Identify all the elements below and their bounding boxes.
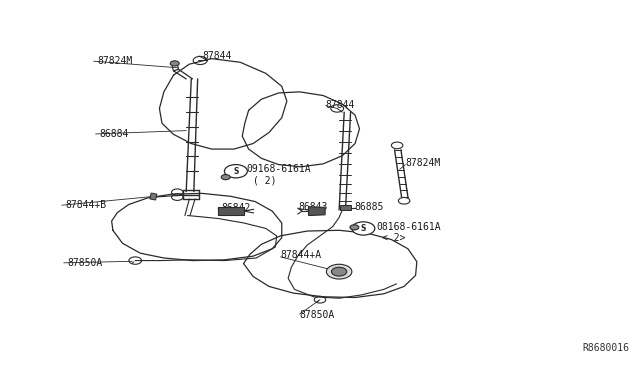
Text: 09168-6161A: 09168-6161A: [246, 164, 310, 174]
Text: 08168-6161A: 08168-6161A: [376, 222, 441, 232]
Text: 87824M: 87824M: [97, 56, 132, 66]
Text: ( 2): ( 2): [253, 175, 276, 185]
Polygon shape: [308, 207, 325, 215]
Text: 86885: 86885: [355, 202, 384, 212]
Text: R8680016: R8680016: [582, 343, 629, 353]
Polygon shape: [340, 205, 351, 210]
Text: 87824M: 87824M: [405, 158, 440, 168]
Circle shape: [332, 267, 347, 276]
Text: 87850A: 87850A: [300, 310, 335, 320]
Text: 87844+A: 87844+A: [280, 250, 322, 260]
Text: 87844+B: 87844+B: [65, 200, 106, 210]
Text: 87844: 87844: [326, 100, 355, 110]
Text: 86884: 86884: [99, 129, 128, 139]
Circle shape: [352, 222, 375, 235]
Polygon shape: [218, 208, 244, 215]
Circle shape: [225, 164, 247, 178]
Text: < 2>: < 2>: [383, 233, 406, 243]
Text: 86842: 86842: [221, 203, 251, 213]
Text: S: S: [233, 167, 239, 176]
Text: S: S: [361, 224, 366, 233]
Circle shape: [350, 225, 359, 230]
Text: 87850A: 87850A: [67, 258, 102, 268]
Text: 87844: 87844: [202, 51, 232, 61]
Circle shape: [170, 61, 179, 66]
Circle shape: [221, 174, 230, 180]
Polygon shape: [150, 193, 157, 200]
Text: 86843: 86843: [298, 202, 328, 212]
Circle shape: [326, 264, 352, 279]
